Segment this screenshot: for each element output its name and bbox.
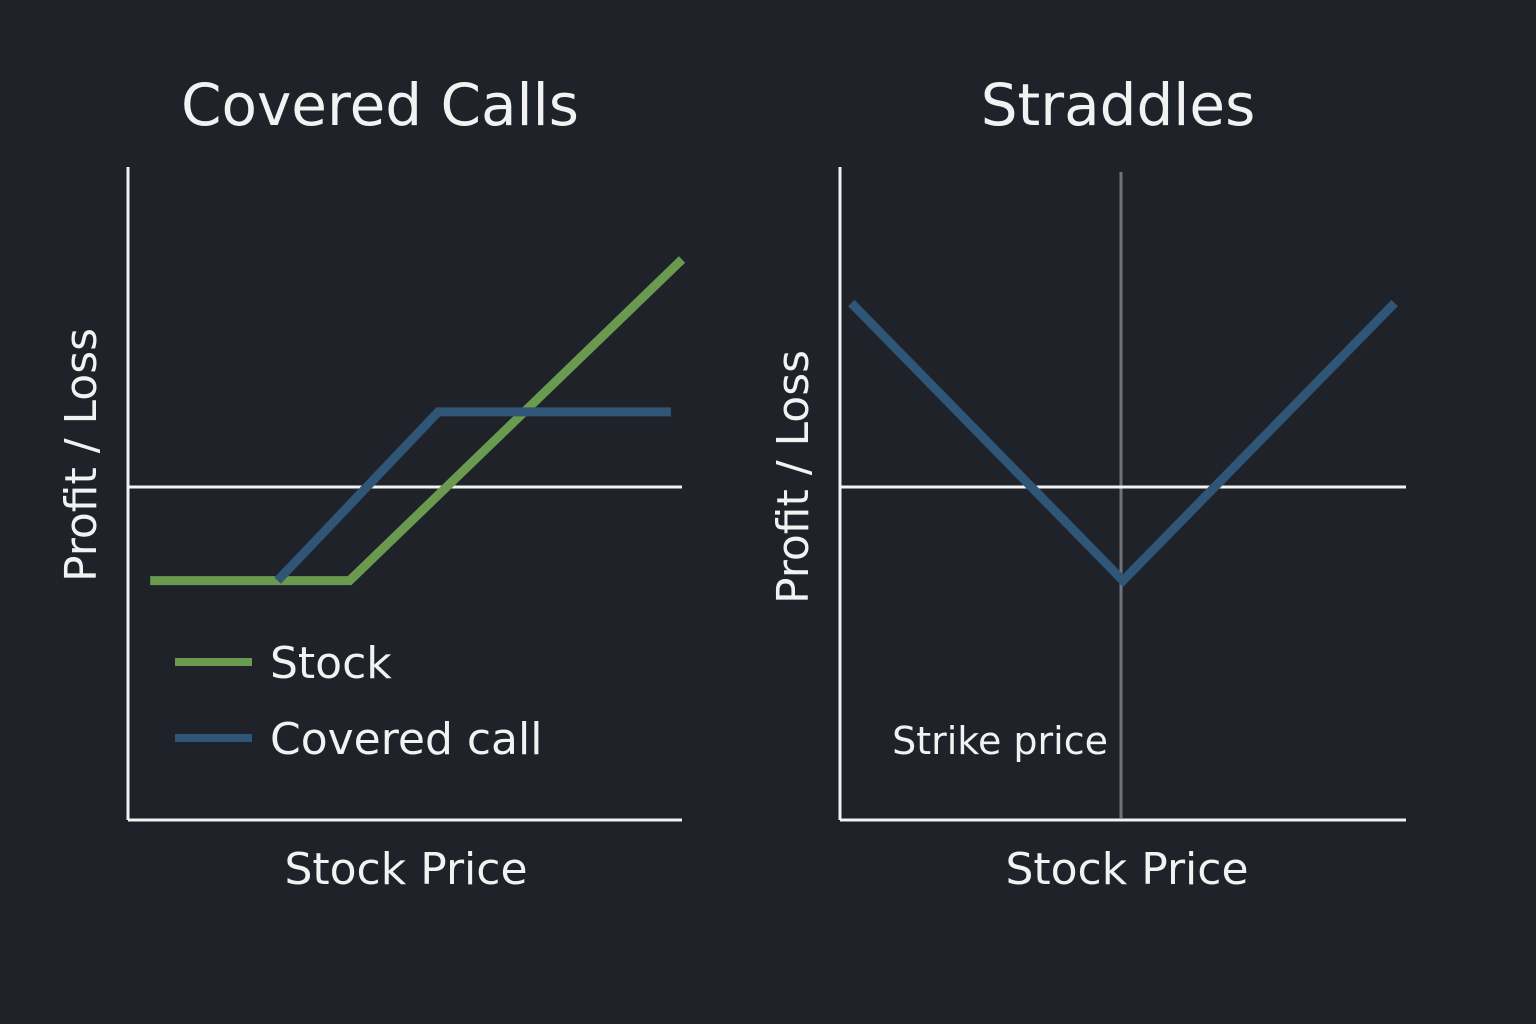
x-axis-label: Stock Price: [284, 844, 527, 895]
legend: Stock Covered call: [175, 638, 542, 765]
legend-label-covered-call: Covered call: [270, 714, 542, 765]
payoff-series-line: [848, 299, 1398, 588]
covered-calls-chart: Covered Calls Profit / Loss Stock Price …: [56, 71, 686, 895]
legend-label-stock: Stock: [270, 638, 392, 689]
y-axis-label: Profit / Loss: [56, 328, 107, 582]
chart-title: Straddles: [981, 71, 1256, 139]
stock-series-line: [150, 256, 686, 586]
x-axis-label: Stock Price: [1005, 844, 1248, 895]
chart-title: Covered Calls: [181, 71, 579, 139]
series-lines: [150, 256, 686, 586]
series-lines: [848, 299, 1398, 588]
y-axis-label: Profit / Loss: [768, 350, 819, 604]
strike-price-label: Strike price: [892, 719, 1108, 763]
straddles-chart: Straddles Profit / Loss Stock Price Stri…: [768, 71, 1406, 895]
covered-call-series-line: [274, 407, 671, 584]
